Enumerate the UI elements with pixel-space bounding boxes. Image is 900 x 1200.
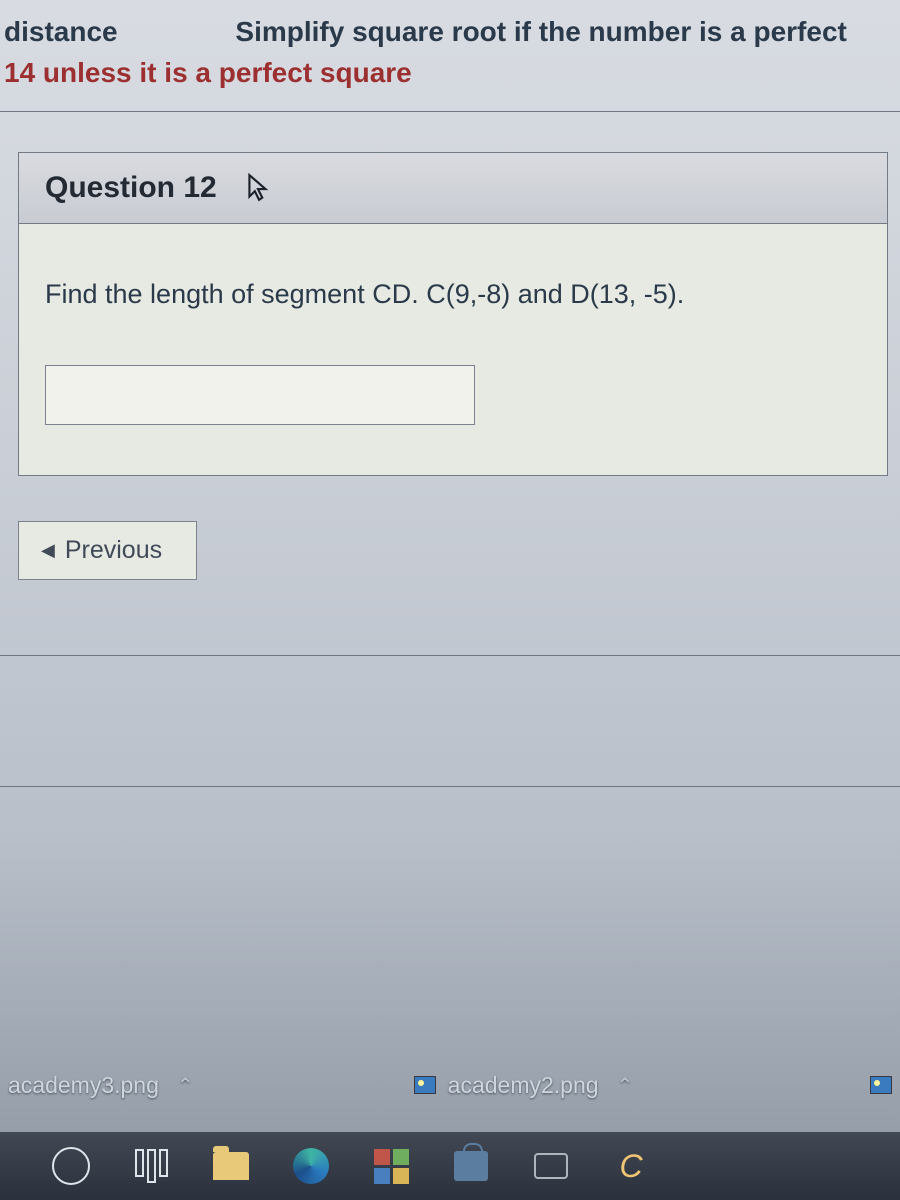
- chevron-up-icon: ⌃: [617, 1073, 634, 1098]
- taskview-icon[interactable]: [130, 1145, 172, 1187]
- question-prompt: Find the length of segment CD. C(9,-8) a…: [45, 279, 861, 310]
- previous-button[interactable]: ◀ Previous: [18, 521, 197, 580]
- previous-button-label: Previous: [65, 536, 162, 565]
- download-item[interactable]: academy3.png ⌃: [8, 1072, 194, 1099]
- question-body: Find the length of segment CD. C(9,-8) a…: [19, 224, 887, 475]
- edge-icon[interactable]: [290, 1145, 332, 1187]
- divider-bottom: [0, 786, 900, 787]
- instructions-line-2: 14 unless it is a perfect square: [4, 53, 896, 94]
- windows-grid-icon[interactable]: [370, 1145, 412, 1187]
- download-item[interactable]: academy2.png ⌃: [414, 1072, 634, 1099]
- instructions-block: distance Simplify square root if the num…: [0, 0, 900, 93]
- screen: distance Simplify square root if the num…: [0, 0, 900, 1200]
- downloads-bar: academy3.png ⌃ academy2.png ⌃: [0, 1045, 900, 1125]
- question-title: Question 12: [45, 171, 217, 205]
- c-app-icon[interactable]: C: [610, 1145, 652, 1187]
- download-filename: academy3.png: [8, 1072, 159, 1099]
- image-file-icon: [870, 1076, 892, 1094]
- snip-icon[interactable]: [530, 1145, 572, 1187]
- instructions-text-line2: 14 unless it is a perfect square: [4, 57, 412, 88]
- cortana-icon[interactable]: [50, 1145, 92, 1187]
- answer-input[interactable]: [45, 365, 475, 425]
- question-header: Question 12: [19, 153, 887, 224]
- instructions-text-right: Simplify square root if the number is a …: [235, 16, 846, 47]
- store-icon[interactable]: [450, 1145, 492, 1187]
- cursor-icon: [247, 173, 269, 203]
- chevron-up-icon: ⌃: [177, 1073, 194, 1098]
- chevron-left-icon: ◀: [41, 540, 55, 561]
- image-file-icon: [414, 1076, 436, 1094]
- nav-row: ◀ Previous: [18, 521, 900, 580]
- divider-mid: [0, 655, 900, 656]
- question-card: Question 12 Find the length of segment C…: [18, 152, 888, 476]
- download-filename: academy2.png: [448, 1072, 599, 1099]
- taskbar: C: [0, 1132, 900, 1200]
- instructions-text-left: distance: [4, 16, 118, 47]
- divider-top: [0, 111, 900, 112]
- file-explorer-icon[interactable]: [210, 1145, 252, 1187]
- instructions-line-1: distance Simplify square root if the num…: [4, 12, 896, 53]
